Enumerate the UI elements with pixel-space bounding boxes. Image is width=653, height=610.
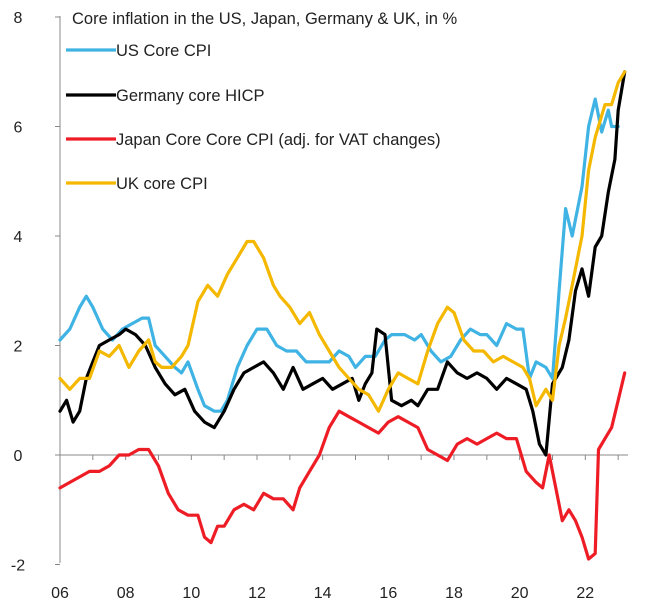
- x-tick-label: 10: [182, 585, 200, 602]
- chart-title: Core inflation in the US, Japan, Germany…: [72, 10, 458, 28]
- x-tick-label: 06: [51, 585, 69, 602]
- series-line-uk-core-cpi: [58, 70, 627, 413]
- y-tick-label: -2: [11, 558, 25, 575]
- tick-labels: -2 0 2 4 6 8 06 08 10 12 14 16 18 20 22: [11, 10, 594, 602]
- legend: US Core CPI Germany core HICP Japan Core C…: [66, 42, 441, 193]
- series-line-us-core-cpi: [58, 97, 620, 413]
- x-tick-label: 08: [117, 585, 135, 602]
- x-tick-label: 12: [248, 585, 266, 602]
- y-tick-label: 2: [14, 339, 23, 356]
- y-tick-label: 8: [14, 10, 23, 27]
- series-line-japan-core-core-cpi-adj-for-vat-changes: [58, 371, 627, 561]
- x-tick-label: 14: [314, 585, 332, 602]
- legend-label-japan-core-core-cpi-adj-for-vat-changes: Japan Core Core CPI (adj. for VAT change…: [116, 131, 441, 149]
- x-tick-label: 22: [576, 585, 594, 602]
- x-tick-label: 16: [379, 585, 397, 602]
- legend-label-uk-core-cpi: UK core CPI: [116, 175, 208, 193]
- x-tick-label: 18: [445, 585, 463, 602]
- legend-label-germany-core-hicp: Germany core HICP: [116, 87, 265, 105]
- legend-label-us-core-cpi: US Core CPI: [116, 42, 211, 60]
- x-tick-label: 20: [511, 585, 529, 602]
- y-tick-label: 4: [14, 229, 23, 246]
- series-lines: [58, 70, 627, 561]
- axes: [55, 16, 628, 565]
- y-tick-label: 0: [14, 448, 23, 465]
- y-tick-label: 6: [14, 120, 23, 137]
